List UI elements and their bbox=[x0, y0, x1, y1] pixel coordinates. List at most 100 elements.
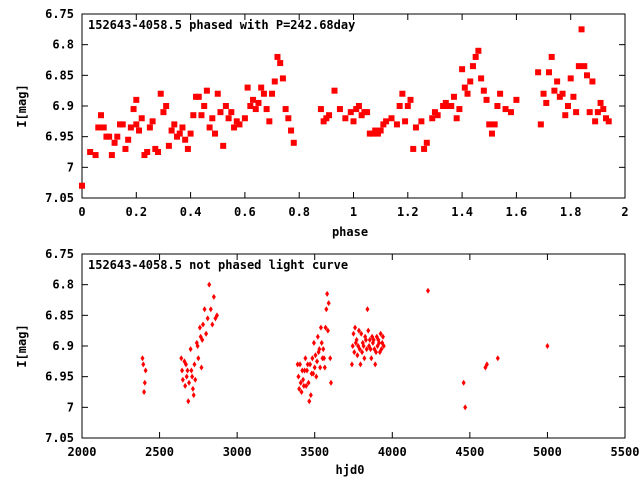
data-point bbox=[497, 90, 504, 97]
data-point bbox=[111, 139, 118, 146]
data-point bbox=[461, 84, 468, 91]
data-point bbox=[204, 330, 209, 337]
data-point bbox=[469, 63, 476, 70]
data-point bbox=[202, 306, 207, 313]
data-point bbox=[119, 121, 126, 128]
data-point bbox=[87, 149, 94, 155]
data-point bbox=[312, 364, 317, 371]
data-point bbox=[605, 118, 612, 125]
data-point bbox=[258, 84, 265, 91]
data-point bbox=[184, 145, 191, 152]
data-point bbox=[297, 385, 302, 392]
data-point bbox=[393, 121, 400, 128]
y-tick-label: 6.75 bbox=[45, 247, 74, 261]
x-tick-label: 0.6 bbox=[234, 205, 256, 219]
data-point bbox=[410, 145, 417, 152]
data-point bbox=[357, 346, 362, 353]
data-point bbox=[478, 75, 485, 82]
data-point bbox=[133, 121, 140, 128]
data-point bbox=[404, 103, 411, 109]
data-point bbox=[220, 142, 227, 149]
data-point bbox=[182, 136, 189, 143]
data-point bbox=[212, 130, 219, 137]
x-tick-label: 1 bbox=[350, 205, 357, 219]
data-point bbox=[304, 382, 309, 389]
data-point bbox=[374, 130, 381, 137]
x-tick-label: 5500 bbox=[611, 445, 640, 459]
data-point bbox=[329, 379, 334, 386]
data-point bbox=[545, 69, 552, 76]
data-point bbox=[297, 361, 302, 368]
data-point bbox=[186, 398, 191, 405]
data-point bbox=[369, 355, 374, 362]
data-point bbox=[288, 127, 295, 134]
data-point bbox=[363, 336, 368, 343]
data-point bbox=[583, 72, 590, 79]
data-point bbox=[190, 112, 197, 119]
x-tick-label: 3000 bbox=[223, 445, 252, 459]
data-point bbox=[201, 103, 208, 109]
data-point bbox=[140, 355, 145, 362]
phased-plot-ylabel: I[mag] bbox=[15, 84, 29, 127]
data-point bbox=[556, 93, 563, 100]
data-point bbox=[197, 324, 202, 331]
data-point bbox=[269, 90, 276, 97]
data-point bbox=[100, 124, 107, 131]
data-point bbox=[160, 109, 167, 116]
data-point bbox=[252, 106, 259, 113]
data-point bbox=[323, 324, 328, 331]
data-point bbox=[448, 103, 455, 109]
y-tick-label: 6.8 bbox=[52, 278, 74, 292]
data-point bbox=[535, 69, 542, 76]
data-point bbox=[277, 60, 284, 67]
data-point bbox=[349, 361, 354, 368]
y-tick-label: 7.05 bbox=[45, 191, 74, 205]
phased-plot-ticks: 0 0.2 0.4 0.6 0.8 1 1.2 1.4 1.6 1.8 2 6.75 6.8 6.85 6.… bbox=[45, 7, 629, 219]
data-point bbox=[362, 355, 367, 362]
data-point bbox=[228, 109, 235, 116]
data-point bbox=[483, 96, 490, 103]
data-point bbox=[188, 346, 193, 353]
x-tick-label: 1.6 bbox=[506, 205, 528, 219]
data-point bbox=[311, 339, 316, 346]
data-point bbox=[300, 367, 305, 374]
data-point bbox=[152, 145, 159, 152]
data-point bbox=[191, 392, 196, 399]
data-point bbox=[317, 346, 322, 353]
data-point bbox=[314, 373, 319, 380]
data-point bbox=[456, 106, 463, 113]
data-point bbox=[548, 53, 555, 60]
data-point bbox=[322, 355, 327, 362]
data-point bbox=[562, 112, 569, 119]
data-point bbox=[396, 103, 403, 109]
data-point bbox=[295, 361, 300, 368]
data-point bbox=[488, 130, 495, 137]
data-point bbox=[98, 112, 105, 119]
data-point bbox=[368, 346, 373, 353]
data-point bbox=[203, 87, 210, 94]
data-point bbox=[290, 139, 297, 146]
data-point bbox=[513, 96, 520, 103]
data-point bbox=[308, 392, 313, 399]
data-point bbox=[190, 385, 195, 392]
data-point bbox=[353, 324, 358, 331]
data-point bbox=[336, 106, 343, 113]
data-point bbox=[467, 78, 474, 85]
data-point bbox=[155, 149, 162, 155]
data-point bbox=[388, 115, 395, 122]
data-point bbox=[142, 379, 147, 386]
data-point bbox=[431, 109, 438, 116]
data-point bbox=[442, 99, 449, 106]
unphased-plot-xlabel: hjd0 bbox=[336, 463, 365, 477]
data-point bbox=[179, 124, 186, 131]
data-point bbox=[342, 115, 349, 122]
data-point bbox=[325, 327, 330, 334]
data-point bbox=[592, 118, 599, 125]
data-point bbox=[464, 90, 471, 97]
data-point bbox=[423, 139, 430, 146]
data-point bbox=[114, 133, 121, 140]
data-point bbox=[157, 90, 164, 97]
data-point bbox=[260, 90, 267, 97]
data-point bbox=[144, 149, 151, 155]
data-point bbox=[480, 87, 487, 94]
